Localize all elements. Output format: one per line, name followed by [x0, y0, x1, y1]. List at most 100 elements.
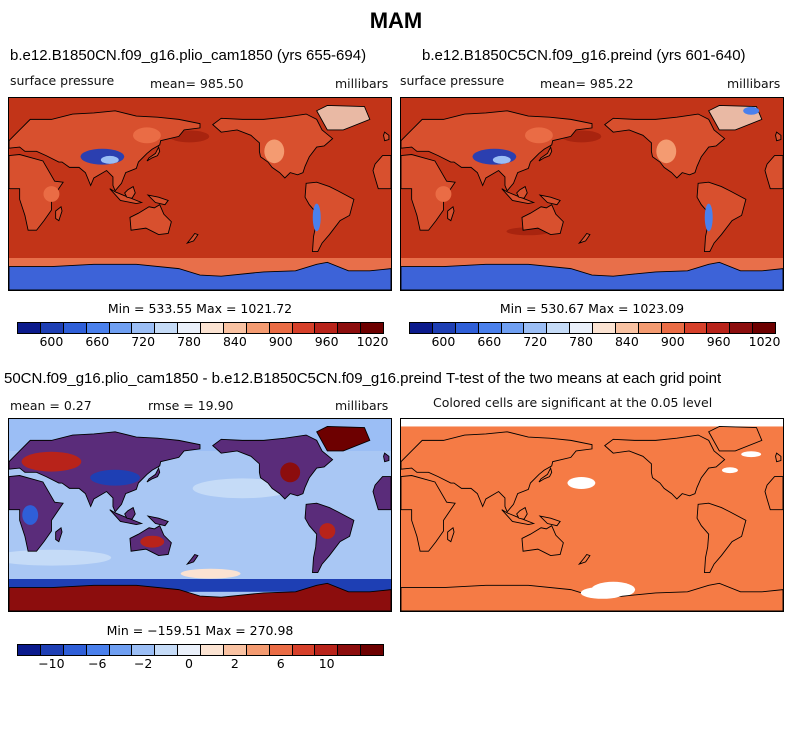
- pressure-colorbar-swatch: [684, 323, 708, 333]
- difference-colorbar-swatch: [246, 645, 270, 655]
- panel3-mean-label: mean = 0.27: [10, 398, 92, 413]
- panel2-minmax: Min = 530.67 Max = 1023.09: [499, 301, 685, 316]
- coastline-africa: [401, 154, 456, 231]
- field-feature: [312, 203, 321, 232]
- panel2-variable-label: surface pressure: [400, 73, 505, 88]
- difference-colorbar-swatch: [201, 645, 224, 655]
- pressure-colorbar-swatch: [432, 323, 456, 333]
- panel1-minmax: Min = 533.55 Max = 1021.72: [107, 301, 293, 316]
- field-anomaly: [192, 478, 293, 499]
- coastline-africa: [9, 154, 64, 231]
- difference-colorbar-swatch: [338, 645, 362, 655]
- difference-colorbar-swatch: [63, 645, 87, 655]
- field-feature: [580, 586, 625, 599]
- pressure-colorbar-tick-label: 840: [222, 334, 247, 349]
- coastline-uk: [775, 452, 782, 463]
- field-feature: [80, 148, 125, 165]
- pressure-colorbar-tick-label: 600: [39, 334, 64, 349]
- pressure-colorbar-tick-label: 1020: [748, 334, 781, 349]
- difference-colorbar-swatch: [132, 645, 156, 655]
- difference-colorbar-swatch: [18, 645, 41, 655]
- coastline-greenland: [316, 425, 371, 452]
- coastline-westafrica: [372, 155, 391, 190]
- panel1-colorbar: [17, 322, 384, 334]
- pressure-colorbar-swatch: [63, 323, 87, 333]
- panel3-map: [8, 418, 392, 612]
- panel2-colorbar: [409, 322, 776, 334]
- pressure-colorbar-swatch: [570, 323, 593, 333]
- pressure-colorbar-swatch: [178, 323, 201, 333]
- pressure-colorbar-tick-label: 840: [614, 334, 639, 349]
- coastline-japan: [146, 466, 161, 483]
- pressure-colorbar-tick-label: 900: [660, 334, 685, 349]
- difference-colorbar-swatch: [223, 645, 247, 655]
- panel3-title: 50CN.f09_g16.plio_cam1850 - b.e12.B1850C…: [4, 370, 442, 387]
- pressure-colorbar-swatch: [410, 323, 433, 333]
- coastline-eurasia: [401, 431, 593, 513]
- coastline-namerica: [212, 434, 334, 500]
- coastline-nz: [185, 232, 199, 245]
- pressure-colorbar-swatch: [18, 323, 41, 333]
- field-feature: [100, 155, 119, 164]
- pressure-colorbar-swatch: [223, 323, 247, 333]
- field-anomaly: [9, 549, 112, 566]
- panel1-colorbar-ticks: 600 660 720 780 840 900 960 1020: [17, 334, 388, 349]
- field-feature: [319, 523, 336, 539]
- pressure-colorbar-swatch: [361, 323, 383, 333]
- figure-title: MAM: [369, 8, 423, 33]
- coastline-madagascar: [447, 526, 455, 543]
- pressure-colorbar-swatch: [547, 323, 571, 333]
- coastline-greenland: [316, 104, 371, 131]
- coastline-africa: [401, 475, 456, 552]
- field-anomaly: [180, 568, 241, 579]
- panel2-map: [400, 97, 784, 291]
- coastline-borneo: [516, 506, 528, 520]
- difference-colorbar-tick-label: 0: [185, 656, 194, 671]
- panel3-colorbar: [17, 644, 384, 656]
- panel3-colorbar-ticks: −10 −6 −2 0 2 6 10: [17, 656, 384, 671]
- pressure-colorbar-swatch: [593, 323, 616, 333]
- pressure-colorbar-swatch: [615, 323, 639, 333]
- coastline-indonesia: [109, 188, 144, 205]
- field-feature: [280, 462, 301, 483]
- panel1-variable-label: surface pressure: [10, 73, 115, 88]
- coastline-antarctica: [9, 582, 391, 611]
- pressure-colorbar-swatch: [269, 323, 293, 333]
- field-feature: [435, 186, 452, 202]
- coastline-borneo: [516, 185, 528, 199]
- coastline-madagascar: [55, 526, 63, 543]
- pressure-colorbar-swatch: [40, 323, 64, 333]
- world-map-svg: [401, 98, 783, 290]
- coastline-nz: [185, 553, 199, 566]
- coastline-australia: [521, 525, 564, 557]
- pressure-colorbar-swatch: [455, 323, 479, 333]
- coastline-indonesia: [109, 509, 144, 526]
- coastline-madagascar: [447, 205, 455, 222]
- field-anomaly: [567, 477, 596, 489]
- difference-colorbar-tick-label: 6: [276, 656, 285, 671]
- difference-colorbar-swatch: [269, 645, 293, 655]
- coastline-newguinea: [538, 515, 561, 527]
- coastline-indonesia: [501, 188, 536, 205]
- difference-colorbar-swatch: [40, 645, 64, 655]
- coastline-samerica: [696, 502, 747, 574]
- pressure-colorbar-tick-label: 960: [706, 334, 731, 349]
- coastline-borneo: [124, 185, 136, 199]
- pressure-colorbar-tick-label: 600: [431, 334, 456, 349]
- coastline-indonesia: [501, 509, 536, 526]
- pressure-colorbar-swatch: [707, 323, 731, 333]
- field-feature: [133, 127, 161, 144]
- coastline-newguinea: [146, 194, 169, 206]
- pressure-colorbar-tick-label: 660: [85, 334, 110, 349]
- coastline-japan: [538, 466, 553, 483]
- difference-colorbar-tick-label: 10: [318, 656, 335, 671]
- coastline-namerica: [604, 434, 726, 500]
- difference-colorbar-swatch: [292, 645, 316, 655]
- coastline-japan: [538, 145, 553, 162]
- difference-colorbar-swatch: [178, 645, 201, 655]
- pressure-colorbar-tick-label: 660: [477, 334, 502, 349]
- panel3-rmse-label: rmse = 19.90: [148, 398, 234, 413]
- panel1-title: b.e12.B1850CN.f09_g16.plio_cam1850 (yrs …: [10, 47, 367, 64]
- field-feature: [264, 139, 285, 164]
- pressure-colorbar-swatch: [478, 323, 502, 333]
